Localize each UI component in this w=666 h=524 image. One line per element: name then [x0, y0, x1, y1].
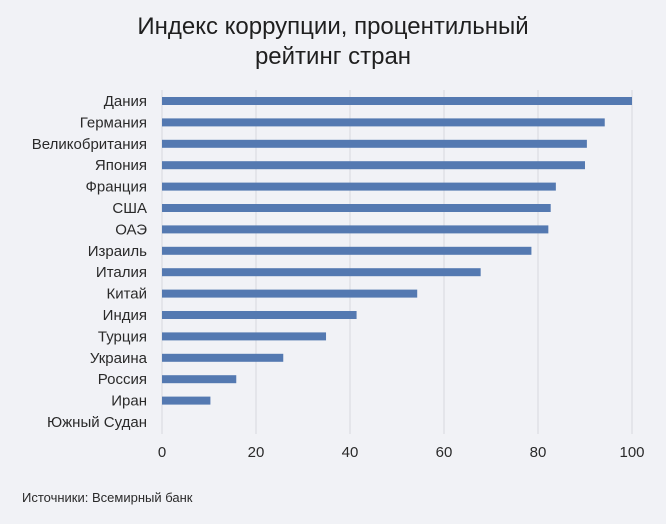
category-labels: Дания Германия Великобритания Япония Франция… [32, 93, 148, 431]
category-label: Индия [103, 307, 147, 324]
bar [162, 353, 284, 362]
category-label: Китай [106, 286, 147, 303]
x-tick-label: 0 [158, 444, 166, 461]
category-label: Франция [86, 179, 147, 196]
bar [162, 182, 556, 191]
category-label: Россия [98, 371, 147, 388]
category-label: Великобритания [32, 136, 147, 153]
x-tick-label: 40 [342, 444, 359, 461]
bar [162, 246, 532, 255]
bar [162, 161, 585, 170]
bar [162, 289, 418, 298]
bar [162, 225, 549, 234]
category-label: ОАЭ [115, 221, 147, 238]
chart-title-line-1: Индекс коррупции, процентильный [137, 13, 529, 40]
bar [162, 204, 551, 212]
chart-title: Индекс коррупции, процентильный рейтинг … [0, 12, 666, 72]
bar [162, 375, 237, 384]
category-label: Южный Судан [47, 414, 147, 431]
x-tick-label: 20 [248, 444, 265, 461]
bars [162, 97, 632, 405]
chart-title-line-2: рейтинг стран [254, 43, 412, 70]
bar [162, 332, 327, 341]
category-label: Дания [104, 93, 147, 110]
category-label: Украина [90, 350, 148, 367]
bar [162, 396, 211, 405]
bar [162, 139, 587, 148]
x-tick-label: 100 [619, 444, 644, 461]
x-axis-tick-labels: 0 20 40 60 80 100 [158, 444, 645, 461]
category-label: США [112, 200, 147, 217]
x-tick-label: 80 [530, 444, 547, 461]
category-label: Израиль [88, 243, 147, 260]
source-note: Источники: Всемирный банк [22, 490, 193, 505]
bar [162, 311, 357, 319]
category-label: Германия [80, 114, 147, 131]
bar [162, 97, 632, 105]
category-label: Турция [98, 328, 147, 345]
bar [162, 268, 481, 277]
category-label: Италия [96, 264, 147, 281]
bar [162, 118, 605, 127]
category-label: Япония [95, 157, 147, 174]
x-tick-label: 60 [436, 444, 453, 461]
category-label: Иран [111, 393, 147, 410]
